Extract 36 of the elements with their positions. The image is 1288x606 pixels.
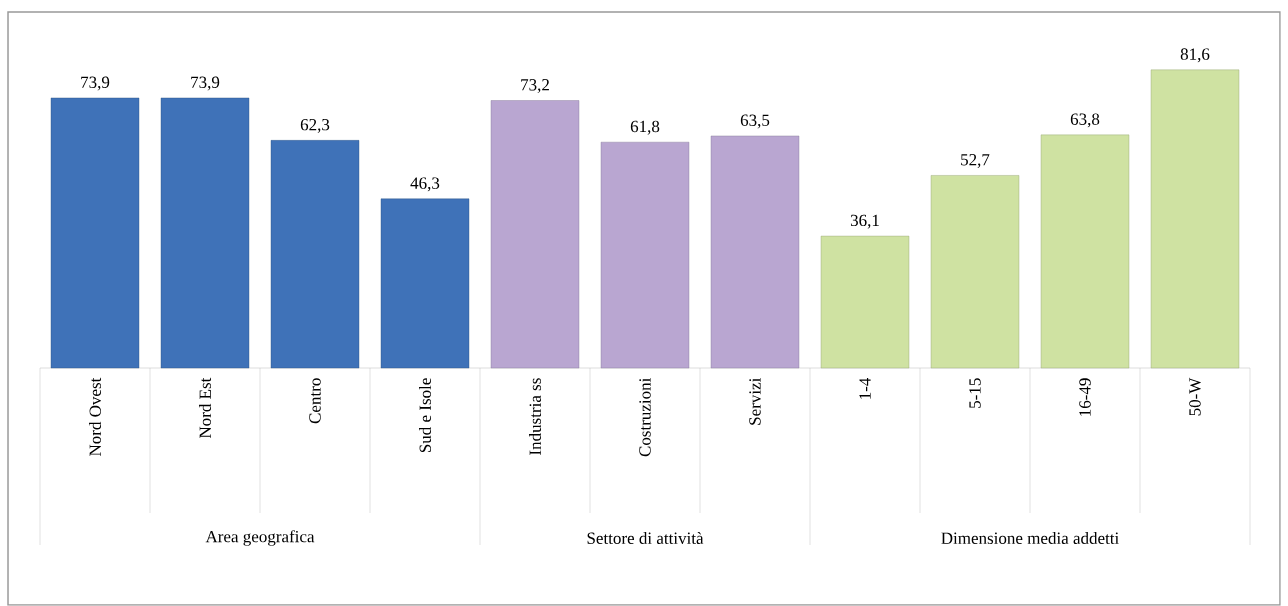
data-label: 81,6	[1180, 48, 1210, 63]
x-tick-label: Nord Est	[199, 377, 211, 439]
bar	[600, 142, 690, 369]
data-label: 46,3	[410, 177, 440, 192]
x-tick-label: 16-49	[1079, 378, 1091, 416]
text: Settore di attività	[587, 532, 704, 545]
bar	[710, 135, 800, 369]
text: Area geografica	[205, 530, 315, 546]
bar	[270, 140, 360, 369]
bar	[1150, 69, 1240, 369]
x-tick-label: 1-4	[859, 378, 871, 399]
bar	[820, 236, 910, 369]
x-tick-label: 50-W	[1189, 377, 1201, 416]
bar	[50, 97, 140, 369]
x-tick-label: Costruzioni	[639, 378, 651, 457]
data-label: 73,2	[521, 79, 549, 94]
bar	[160, 97, 250, 369]
data-label: 73,9	[81, 76, 110, 91]
data-label: 62,3	[300, 119, 330, 133]
data-label: 61,8	[630, 120, 660, 135]
data-label: 52,7	[961, 154, 990, 169]
x-tick-label: Nord Ovest	[89, 377, 101, 457]
data-label: 36,1	[850, 214, 879, 229]
x-tick-label: Centro	[309, 378, 321, 424]
data-label: 63,5	[740, 114, 770, 129]
data-label: 63,8	[1070, 113, 1100, 128]
bar	[380, 198, 470, 369]
data-label: 73,9	[191, 76, 220, 91]
bar	[490, 100, 580, 369]
text: Dimensione media addetti	[941, 532, 1119, 545]
x-tick-label: Industria ss	[529, 378, 541, 456]
x-tick-label: Sud e Isole	[419, 378, 431, 453]
x-tick-label: Servizi	[749, 378, 761, 425]
x-tick-label: 5-15	[969, 378, 981, 408]
bar	[930, 175, 1020, 369]
bar	[1040, 134, 1130, 369]
